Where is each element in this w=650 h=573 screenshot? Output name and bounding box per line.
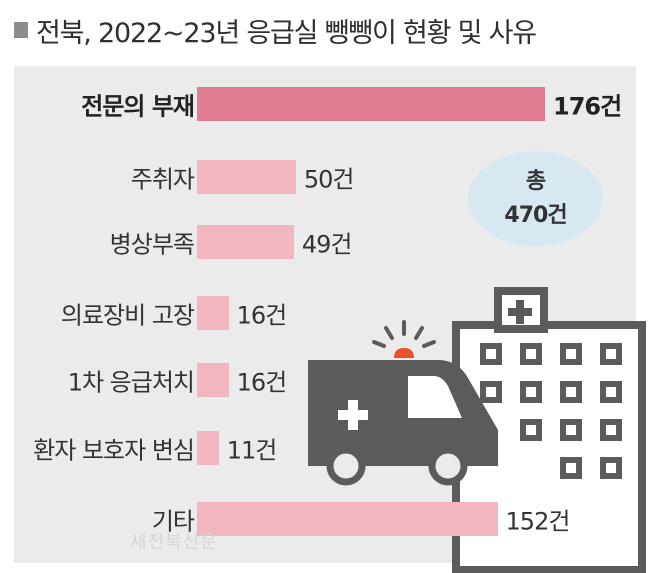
chart-title: 전북, 2022~23년 응급실 뺑뺑이 현황 및 사유 <box>36 17 537 49</box>
bar <box>197 431 219 465</box>
category-label: 전문의 부재 <box>81 92 195 121</box>
bar <box>197 160 296 194</box>
value-label: 152건 <box>505 507 571 536</box>
category-label: 환자 보호자 변심 <box>33 436 195 465</box>
watermark: 새전북신문 <box>130 532 218 553</box>
category-label: 의료장비 고장 <box>60 301 195 330</box>
ambulance-icon <box>308 360 498 486</box>
value-label: 176건 <box>553 92 622 121</box>
bar <box>197 225 294 259</box>
title-bar: 전북, 2022~23년 응급실 뺑뺑이 현황 및 사유 <box>0 0 650 60</box>
bar <box>197 296 229 330</box>
value-label: 11건 <box>226 436 278 465</box>
value-label: 50건 <box>303 165 355 194</box>
bar <box>197 363 229 397</box>
category-label: 기타 <box>151 507 195 536</box>
category-label: 주취자 <box>130 165 195 194</box>
value-label: 16건 <box>236 368 288 397</box>
total-label: 총 <box>525 168 546 194</box>
category-label: 1차 응급처치 <box>67 368 195 397</box>
value-label: 16건 <box>236 301 288 330</box>
total-bubble: 총 470건 <box>468 151 603 246</box>
siren-icon <box>372 320 436 358</box>
square-bullet-icon <box>14 22 28 38</box>
category-label: 병상부족 <box>109 230 195 259</box>
total-value: 470건 <box>504 202 567 228</box>
value-label: 49건 <box>301 230 353 259</box>
bar <box>197 87 545 121</box>
bar <box>197 502 498 536</box>
